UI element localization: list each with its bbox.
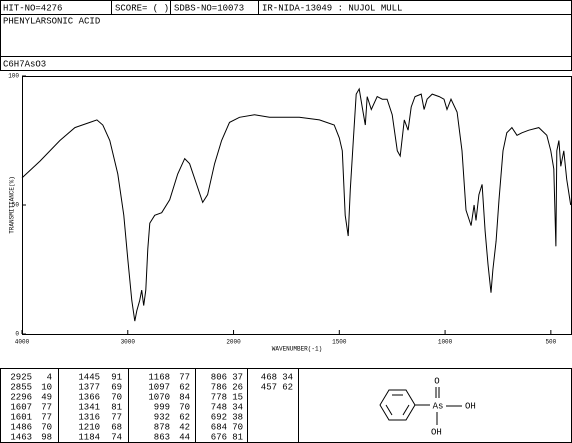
peak-wavenumber: 1377: [78, 382, 100, 392]
peak-transmittance: 70: [41, 422, 52, 432]
x-tick-label: 500: [545, 339, 556, 346]
peak-wavenumber: 1097: [148, 382, 170, 392]
peak-transmittance: 77: [111, 412, 122, 422]
peak-wavenumber: 468: [261, 372, 277, 382]
peak-wavenumber: 1445: [78, 372, 100, 382]
peak-transmittance: 44: [179, 432, 190, 442]
compound-name: PHENYLARSONIC ACID: [3, 16, 100, 26]
peak-wavenumber: 684: [211, 422, 227, 432]
atom-label: As: [433, 401, 444, 411]
peak-wavenumber: 806: [211, 372, 227, 382]
peak-transmittance: 62: [179, 412, 190, 422]
peak-wavenumber: 2925: [10, 372, 32, 382]
peak-transmittance: 38: [232, 412, 243, 422]
peak-transmittance: 81: [232, 432, 243, 442]
peak-wavenumber: 1341: [78, 402, 100, 412]
plot: 0 50 100 4000 3000 2000 1500 1000 500: [8, 73, 572, 346]
structure: O As OH OH: [379, 376, 476, 437]
peak-wavenumber: 1210: [78, 422, 100, 432]
peak-transmittance: 81: [111, 402, 122, 412]
peak-wavenumber: 878: [154, 422, 170, 432]
y-tick-label: 50: [12, 202, 20, 209]
y-axis-label: TRANSMITTANCE(%): [9, 176, 16, 234]
plot-frame: [22, 76, 572, 335]
x-tick-label: 2000: [226, 339, 241, 346]
x-tick-label: 4000: [15, 339, 30, 346]
peak-transmittance: 34: [232, 402, 243, 412]
peak-transmittance: 91: [111, 372, 122, 382]
peak-wavenumber: 1366: [78, 392, 100, 402]
peak-transmittance: 77: [179, 372, 190, 382]
peak-wavenumber: 457: [261, 382, 277, 392]
hit-no: HIT-NO=4276: [3, 3, 62, 13]
peak-transmittance: 70: [179, 402, 190, 412]
peak-transmittance: 98: [41, 432, 52, 442]
spectrum-line: [21, 87, 572, 322]
peak-wavenumber: 1601: [10, 412, 32, 422]
atom-label: OH: [465, 401, 476, 411]
peak-transmittance: 15: [232, 392, 243, 402]
peak-wavenumber: 786: [211, 382, 227, 392]
sdbs-no: SDBS-NO=10073: [174, 3, 244, 13]
peak-transmittance: 77: [41, 412, 52, 422]
peak-wavenumber: 2855: [10, 382, 32, 392]
peak-wavenumber: 692: [211, 412, 227, 422]
score: SCORE= ( ): [115, 3, 169, 13]
y-tick-label: 0: [15, 331, 19, 338]
peak-transmittance: 62: [282, 382, 293, 392]
formula: C6H7AsO3: [3, 59, 46, 69]
atom-label: OH: [431, 427, 442, 437]
x-tick-label: 3000: [121, 339, 136, 346]
peak-wavenumber: 1184: [78, 432, 100, 442]
peak-transmittance: 70: [232, 422, 243, 432]
peak-transmittance: 42: [179, 422, 190, 432]
ring-double-bonds: [385, 394, 410, 416]
x-tick-label: 1500: [332, 339, 347, 346]
peak-wavenumber: 999: [154, 402, 170, 412]
atom-label: O: [434, 376, 439, 386]
peak-wavenumber: 1070: [148, 392, 170, 402]
peak-transmittance: 74: [111, 432, 122, 442]
peak-transmittance: 77: [41, 402, 52, 412]
peak-transmittance: 10: [41, 382, 52, 392]
peak-wavenumber: 932: [154, 412, 170, 422]
peak-wavenumber: 1463: [10, 432, 32, 442]
peak-transmittance: 37: [232, 372, 243, 382]
x-tick-label: 1000: [438, 339, 453, 346]
peak-transmittance: 68: [111, 422, 122, 432]
peak-transmittance: 26: [232, 382, 243, 392]
peak-transmittance: 62: [179, 382, 190, 392]
x-axis-label: WAVENUMBER(-1): [272, 346, 322, 353]
peak-wavenumber: 1168: [148, 372, 170, 382]
peak-wavenumber: 2296: [10, 392, 32, 402]
peak-transmittance: 84: [179, 392, 190, 402]
peak-table: 2925 4 2855 10 2296 49 1607 77 1601 77 1486 70 1463 9…: [10, 372, 293, 442]
peak-wavenumber: 1486: [10, 422, 32, 432]
peak-transmittance: 34: [282, 372, 293, 382]
peak-transmittance: 49: [41, 392, 52, 402]
y-tick-label: 100: [8, 73, 19, 80]
peak-wavenumber: 748: [211, 402, 227, 412]
peak-wavenumber: 1316: [78, 412, 100, 422]
method: IR-NIDA-13049 : NUJOL MULL: [262, 3, 402, 13]
peak-transmittance: 4: [47, 372, 52, 382]
peak-wavenumber: 778: [211, 392, 227, 402]
peak-wavenumber: 1607: [10, 402, 32, 412]
peak-transmittance: 70: [111, 392, 122, 402]
peak-wavenumber: 676: [211, 432, 227, 442]
peak-transmittance: 69: [111, 382, 122, 392]
peak-wavenumber: 863: [154, 432, 170, 442]
